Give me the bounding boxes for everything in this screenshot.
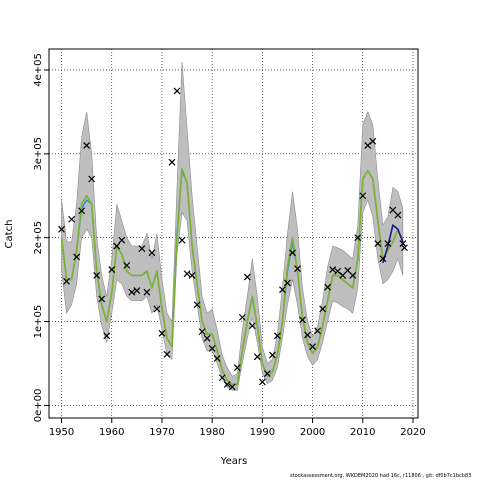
y-tick-label: 4e+05 [33,53,44,87]
observation-marker [193,301,201,309]
observation-marker [349,272,357,279]
observation-marker [289,249,296,257]
observation-marker [304,331,311,339]
observation-marker [143,288,151,296]
observation-marker [123,261,131,269]
observation-marker [284,279,291,287]
observation-marker [384,240,392,247]
observation-marker [369,137,377,145]
observation-marker [158,329,166,337]
x-tick-label: 1950 [49,427,74,438]
observation-marker [173,87,181,95]
observation-marker [344,266,352,274]
observation-marker [389,206,397,214]
observation-marker [178,236,186,244]
observation-marker [223,381,231,388]
observation-marker [233,364,241,372]
y-tick-label: 2e+05 [33,221,44,255]
observation-marker [108,266,116,273]
observation-marker [319,305,327,313]
y-tick-label: 0e+00 [33,389,44,423]
observation-marker [374,240,382,247]
observation-marker [218,374,226,382]
observation-marker [399,240,407,247]
observation-marker [163,350,171,358]
observation-marker [263,370,271,377]
observation-marker [279,286,286,294]
x-tick-label: 2000 [300,427,325,438]
y-axis-label: Catch [4,220,15,249]
observation-marker [68,215,76,223]
observation-marker [78,207,86,215]
x-tick-label: 1970 [149,427,174,438]
observation-marker [98,295,106,303]
observation-marker [324,283,332,291]
observation-marker [118,236,126,244]
observation-marker [354,234,362,242]
footer-credit: stockassessment.org, WKDEM2020 had 16c, … [290,473,472,479]
x-tick-label: 1980 [199,427,224,438]
observation-marker [168,158,176,166]
observation-marker [243,273,251,281]
observation-marker [339,272,347,279]
observation-marker [103,332,111,340]
grid-lines [49,49,418,418]
observation-markers [58,87,408,391]
series-line-navy [382,224,404,264]
observation-marker [274,332,281,340]
observation-marker [188,272,196,279]
y-tick-label: 3e+05 [33,137,44,171]
observation-marker [93,272,101,279]
observation-marker [138,245,146,253]
observation-marker [394,211,402,219]
observation-marker [238,313,246,321]
x-tick-label: 1990 [250,427,275,438]
observation-marker [73,253,81,261]
series-lines [60,168,404,386]
observation-marker [183,270,191,278]
confidence-band [61,61,404,391]
observation-marker [309,343,316,351]
observation-marker [314,327,322,335]
x-tick-label: 1960 [99,427,124,438]
y-axis: 0e+00 1e+05 2e+05 3e+05 4e+05 [33,53,49,422]
observation-marker [253,353,261,361]
observation-marker [88,175,96,183]
plot-frame [48,48,419,419]
observation-marker [128,288,136,296]
series-line-green [60,168,404,386]
observation-marker [113,242,121,250]
observation-marker [198,328,206,336]
observation-marker [268,351,276,359]
observation-marker [153,305,161,313]
observation-marker [359,192,367,200]
y-tick-label: 1e+05 [33,305,44,339]
observation-marker [401,244,408,252]
observation-marker [294,265,301,273]
observation-marker [58,225,65,233]
observation-marker [133,287,141,294]
observation-marker [228,383,236,391]
x-tick-label: 2020 [400,427,425,438]
observation-marker [258,378,266,386]
observation-marker [213,355,221,362]
observation-marker [248,322,256,330]
observation-marker [83,142,91,149]
x-tick-label: 2010 [350,427,375,438]
observation-marker [203,334,211,342]
observation-marker [329,266,337,273]
observation-marker [63,277,70,285]
observation-marker [148,249,156,257]
x-axis: 1950 1960 1970 1980 1990 2000 2010 2020 [49,418,426,438]
observation-marker [299,316,306,324]
observation-marker [208,344,216,352]
observation-marker [379,255,387,263]
x-axis-label: Years [220,456,247,467]
